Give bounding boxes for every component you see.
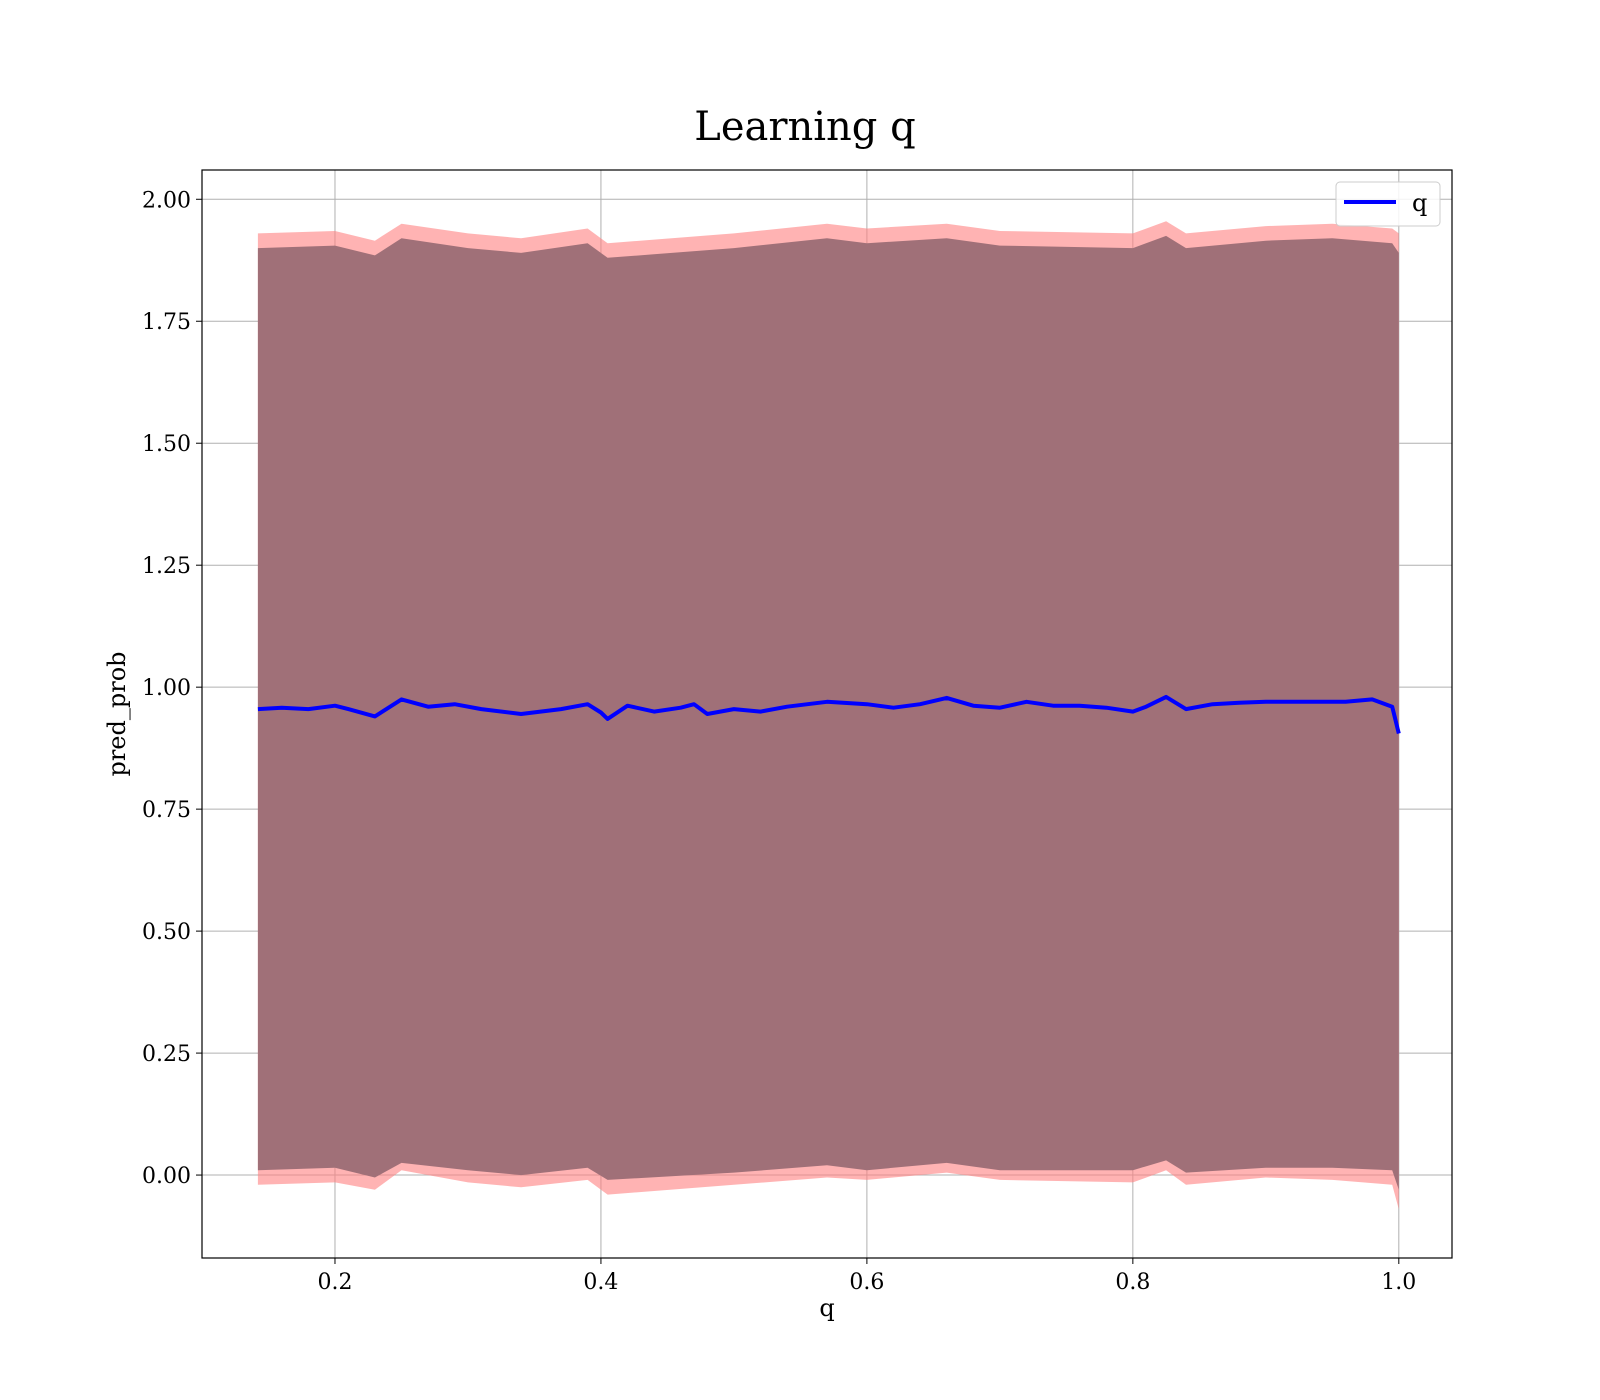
- x-tick-label: 0.4: [583, 1270, 618, 1295]
- legend-label-q: q: [1412, 189, 1427, 217]
- y-tick-label: 1.75: [142, 310, 191, 335]
- y-tick-label: 1.25: [142, 554, 191, 579]
- y-tick-label: 0.00: [142, 1164, 191, 1189]
- y-tick-label: 0.50: [142, 920, 191, 945]
- y-axis-label: pred_prob: [103, 651, 131, 776]
- chart-title: Learning q: [694, 104, 915, 150]
- x-tick-label: 1.0: [1381, 1270, 1416, 1295]
- plot-frame: [201, 169, 1453, 1259]
- x-tick-label: 0.2: [317, 1270, 352, 1295]
- x-axis-ticks: 0.2 0.4 0.6 0.8 1.0: [317, 1258, 1416, 1295]
- y-tick-label: 0.25: [142, 1042, 191, 1067]
- y-axis-ticks: 0.00 0.25 0.50 0.75 1.00 1.25 1.50 1.75 2.00: [142, 188, 202, 1189]
- x-tick-label: 0.6: [849, 1270, 884, 1295]
- y-tick-label: 2.00: [142, 188, 191, 213]
- legend: q: [1335, 181, 1441, 227]
- series-lines: [257, 694, 1401, 734]
- confidence-bands: [257, 221, 1399, 1210]
- y-tick-label: 0.75: [142, 798, 191, 823]
- series-line-q: [257, 694, 1401, 734]
- x-axis-label: q: [819, 1294, 834, 1322]
- y-tick-label: 1.00: [142, 676, 191, 701]
- x-tick-label: 0.8: [1115, 1270, 1150, 1295]
- band-1: [257, 235, 1399, 1190]
- y-tick-label: 1.50: [142, 432, 191, 457]
